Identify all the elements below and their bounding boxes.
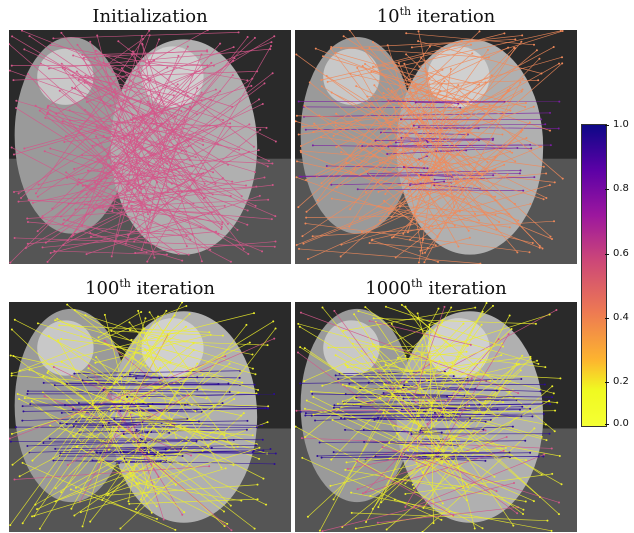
panel-title-number: 10 [376, 6, 400, 27]
panel-100th-iteration [9, 302, 291, 532]
colorbar-tick: 0.6 [605, 248, 629, 259]
panel-title-100th-iteration: 100th iteration [9, 278, 291, 299]
match-visualization [9, 30, 291, 264]
colorbar [581, 124, 607, 427]
panel-title-initialization: Initialization [9, 6, 291, 27]
colorbar-tick: 0.4 [605, 312, 629, 323]
panel-title-ordinal: th [411, 277, 423, 290]
panel-1000th-iteration [295, 302, 577, 532]
match-visualization [9, 302, 291, 532]
match-lines [9, 30, 277, 264]
panel-title-text: Initialization [92, 6, 208, 27]
panel-10th-iteration [295, 30, 577, 264]
panel-initialization [9, 30, 291, 264]
panel-title-suffix: iteration [411, 6, 496, 27]
panel-title-1000th-iteration: 1000th iteration [295, 278, 577, 299]
panel-title-ordinal: th [119, 277, 131, 290]
colorbar-tick: 0.2 [605, 376, 629, 387]
panel-title-suffix: iteration [422, 278, 507, 299]
colorbar-tick: 0.8 [605, 183, 629, 194]
colorbar-tick: 1.0 [605, 119, 629, 130]
panel-title-10th-iteration: 10th iteration [295, 6, 577, 27]
match-visualization [295, 30, 577, 264]
match-visualization [295, 302, 577, 532]
match-lines [295, 302, 563, 532]
panel-title-ordinal: th [399, 5, 412, 18]
colorbar-tick: 0.0 [605, 418, 629, 429]
panel-title-number: 1000 [365, 278, 412, 299]
match-lines [295, 30, 564, 264]
panel-title-suffix: iteration [130, 278, 215, 299]
panel-title-number: 100 [85, 278, 120, 299]
match-lines [9, 302, 277, 532]
